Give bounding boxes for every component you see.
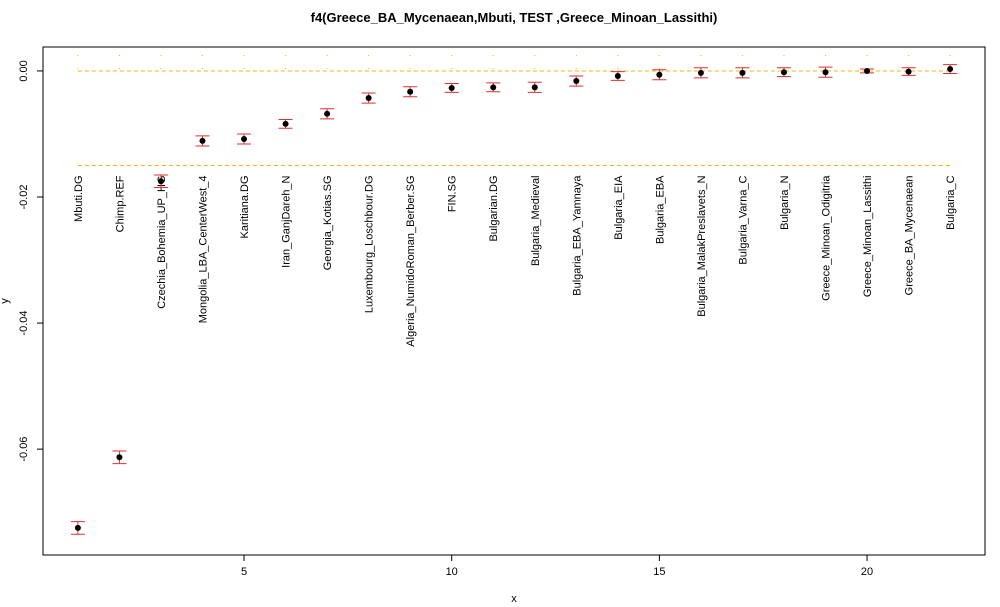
point-label: Bulgaria_Medieval bbox=[530, 175, 542, 266]
point-label: Bulgaria_EIA bbox=[613, 175, 625, 240]
x-tick-label: 15 bbox=[653, 566, 665, 578]
point bbox=[448, 84, 455, 91]
y-tick-label: -0.06 bbox=[18, 437, 30, 462]
point-label: Chimp.REF bbox=[114, 175, 126, 232]
y-tick-label: 0.00 bbox=[18, 60, 30, 81]
point-label: Czechia_Bohemia_UP_HG bbox=[156, 175, 168, 308]
point bbox=[282, 120, 289, 127]
point bbox=[864, 67, 871, 74]
point-label: Georgia_Kotias.SG bbox=[322, 175, 334, 270]
point bbox=[324, 110, 331, 117]
point bbox=[407, 88, 414, 95]
point bbox=[365, 95, 372, 102]
chart-title: f4(Greece_BA_Mycenaean,Mbuti, TEST ,Gree… bbox=[311, 10, 718, 25]
point-label: Algeria_NumidoRoman_Berber.SG bbox=[405, 175, 417, 346]
y-tick-label: -0.04 bbox=[18, 311, 30, 336]
x-axis-label: x bbox=[511, 593, 517, 605]
point bbox=[614, 72, 621, 79]
point-label: Bulgaria_EBA_Yamnaya bbox=[571, 175, 583, 296]
point bbox=[573, 78, 580, 85]
point-label: Iran_GanjDareh_N bbox=[281, 175, 293, 267]
point bbox=[739, 69, 746, 76]
point bbox=[656, 71, 663, 78]
point bbox=[157, 178, 164, 185]
point-label: Mongolia_LBA_CenterWest_4 bbox=[197, 175, 209, 323]
point-label: Bulgaria_Varna_C bbox=[737, 175, 749, 264]
point-label: Bulgaria_N bbox=[779, 175, 791, 229]
point-label: Greece_Minoan_Lassithi bbox=[862, 175, 874, 297]
point bbox=[947, 66, 954, 73]
point bbox=[697, 69, 704, 76]
point bbox=[780, 69, 787, 76]
point bbox=[490, 84, 497, 91]
point-label: Bulgaria_MalakPreslavets_N bbox=[696, 175, 708, 316]
point-label: Greece_Minoan_Odigitria bbox=[821, 175, 833, 301]
plot-frame bbox=[42, 46, 986, 556]
x-tick-label: 5 bbox=[241, 566, 247, 578]
point-label: Bulgaria_EBA bbox=[654, 175, 666, 244]
point bbox=[822, 69, 829, 76]
point-label: Greece_BA_Mycenaean bbox=[904, 175, 916, 295]
point-label: Mbuti.DG bbox=[73, 175, 85, 221]
x-tick-label: 10 bbox=[446, 566, 458, 578]
point-label: Bulgaria_C bbox=[945, 175, 957, 229]
point-label: Karitiana.DG bbox=[239, 175, 251, 238]
point bbox=[199, 137, 206, 144]
point bbox=[241, 136, 248, 143]
point-label: FIN.SG bbox=[447, 175, 459, 212]
point-label: Luxembourg_Loschbour.DG bbox=[364, 175, 376, 313]
x-tick-label: 20 bbox=[861, 566, 873, 578]
point bbox=[531, 84, 538, 91]
point bbox=[116, 454, 123, 461]
point bbox=[905, 68, 912, 75]
y-tick-label: -0.02 bbox=[18, 184, 30, 209]
point-label: Bulgarian.DG bbox=[488, 175, 500, 241]
y-axis-label: y bbox=[0, 298, 11, 304]
point bbox=[74, 524, 81, 531]
